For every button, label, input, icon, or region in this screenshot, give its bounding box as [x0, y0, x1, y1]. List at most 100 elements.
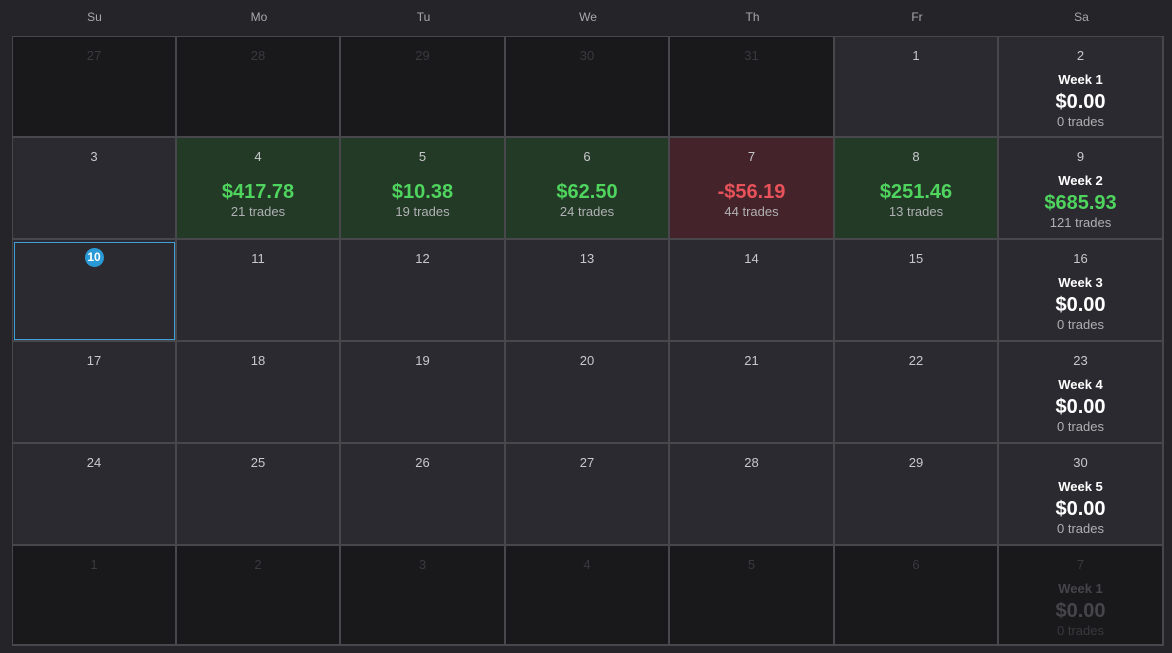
day-number: 22	[908, 353, 924, 368]
calendar-day-cell-outside-month[interactable]: 2	[177, 546, 341, 646]
calendar-day-cell[interactable]: 12	[341, 240, 506, 342]
day-number: 28	[744, 455, 759, 470]
day-number: 31	[744, 48, 759, 63]
day-number: 12	[415, 251, 430, 266]
calendar-day-cell[interactable]: 30 Week 5 $0.00 0 trades	[999, 444, 1164, 546]
calendar-day-cell[interactable]: 5 $10.38 19 trades	[341, 138, 506, 240]
calendar-day-cell[interactable]: 6 $62.50 24 trades	[506, 138, 670, 240]
day-number: 20	[579, 353, 595, 368]
day-number: 2	[1076, 48, 1085, 63]
day-trade-count: 44 trades	[724, 204, 779, 219]
day-number: 7	[1076, 557, 1085, 572]
calendar-day-cell-outside-month[interactable]: 6	[835, 546, 999, 646]
day-number: 26	[415, 455, 430, 470]
week-summary-trade-count: 0 trades	[1057, 317, 1104, 332]
day-number: 4	[254, 149, 262, 164]
calendar-day-cell[interactable]: 11	[177, 240, 341, 342]
weekday-header-tu: Tu	[416, 10, 431, 24]
calendar-day-cell[interactable]: 4 $417.78 21 trades	[177, 138, 341, 240]
day-number: 16	[1073, 251, 1088, 266]
calendar-day-cell[interactable]: 27	[506, 444, 670, 546]
day-number: 18	[250, 353, 266, 368]
calendar-grid: 27 28 29 30 31 1 2 Week 1 $0.00 0 trades 3 4 $417.78…	[12, 36, 1164, 646]
day-number: 30	[1073, 455, 1088, 470]
calendar-day-cell[interactable]: 1	[835, 36, 999, 138]
day-number: 27	[579, 455, 595, 470]
calendar-day-cell[interactable]: 26	[341, 444, 506, 546]
weekday-header-mo: Mo	[250, 10, 268, 24]
calendar-day-cell[interactable]: 3	[12, 138, 177, 240]
day-number: 3	[90, 149, 98, 164]
week-summary-total: $685.93	[1044, 192, 1117, 214]
day-number: 13	[579, 251, 595, 266]
week-summary-label: Week 4	[1058, 377, 1103, 392]
calendar-day-cell[interactable]: 17	[12, 342, 177, 444]
calendar-day-cell[interactable]: 21	[670, 342, 835, 444]
weekday-header-th: Th	[745, 10, 760, 24]
week-summary-total: $0.00	[1055, 294, 1106, 316]
calendar-day-cell[interactable]: 23 Week 4 $0.00 0 trades	[999, 342, 1164, 444]
week-summary-total: $0.00	[1055, 600, 1106, 622]
day-trade-count: 19 trades	[395, 204, 450, 219]
day-number: 7	[747, 149, 756, 164]
calendar-day-cell-outside-month[interactable]: 4	[506, 546, 670, 646]
calendar-day-cell-outside-month[interactable]: 27	[12, 36, 177, 138]
day-number: 11	[251, 251, 265, 266]
day-number: 6	[583, 149, 591, 164]
calendar-day-cell[interactable]: 15	[835, 240, 999, 342]
week-summary-trade-count: 0 trades	[1057, 114, 1104, 129]
week-summary-trade-count: 121 trades	[1049, 215, 1112, 230]
calendar-day-cell-outside-month[interactable]: 30	[506, 36, 670, 138]
calendar-day-cell[interactable]: 20	[506, 342, 670, 444]
day-pnl: -$56.19	[717, 181, 786, 203]
calendar-day-cell[interactable]: 13	[506, 240, 670, 342]
week-summary-label: Week 5	[1058, 479, 1103, 494]
calendar-day-cell[interactable]: 24	[12, 444, 177, 546]
calendar-day-cell-outside-month[interactable]: 3	[341, 546, 506, 646]
calendar-day-cell-outside-month[interactable]: 29	[341, 36, 506, 138]
week-summary-total: $0.00	[1055, 396, 1106, 418]
weekday-header-sa: Sa	[1074, 10, 1089, 24]
calendar-day-cell-outside-month[interactable]: 31	[670, 36, 835, 138]
calendar-day-cell[interactable]: 29	[835, 444, 999, 546]
calendar-day-cell-outside-month[interactable]: 28	[177, 36, 341, 138]
weekday-header-su: Su	[87, 10, 102, 24]
day-number: 24	[86, 455, 102, 470]
day-number: 28	[250, 48, 266, 63]
day-pnl: $10.38	[391, 181, 454, 203]
day-number: 6	[912, 557, 920, 572]
day-number: 1	[90, 557, 98, 572]
day-number: 5	[747, 557, 756, 572]
calendar-day-cell[interactable]: 19	[341, 342, 506, 444]
day-number: 30	[579, 48, 595, 63]
calendar-day-cell[interactable]: 16 Week 3 $0.00 0 trades	[999, 240, 1164, 342]
day-number: 15	[908, 251, 924, 266]
day-number: 1	[912, 48, 920, 63]
calendar-day-cell[interactable]: 9 Week 2 $685.93 121 trades	[999, 138, 1164, 240]
calendar-day-cell-outside-month[interactable]: 1	[12, 546, 177, 646]
calendar-day-cell[interactable]: 2 Week 1 $0.00 0 trades	[999, 36, 1164, 138]
week-summary-label: Week 3	[1058, 275, 1103, 290]
day-number: 19	[415, 353, 430, 368]
weekday-header-fr: Fr	[911, 10, 923, 24]
day-number: 29	[908, 455, 924, 470]
week-summary-trade-count: 0 trades	[1057, 521, 1104, 536]
day-number: 3	[418, 557, 427, 572]
week-summary-label: Week 1	[1058, 72, 1103, 87]
today-day-badge: 10	[84, 248, 104, 267]
calendar-day-cell[interactable]: 7 -$56.19 44 trades	[670, 138, 835, 240]
calendar-day-cell-outside-month[interactable]: 5	[670, 546, 835, 646]
calendar-day-cell[interactable]: 25	[177, 444, 341, 546]
calendar-day-cell[interactable]: 8 $251.46 13 trades	[835, 138, 999, 240]
week-summary-label: Week 1	[1058, 581, 1103, 596]
calendar-day-cell[interactable]: 14	[670, 240, 835, 342]
calendar-day-cell[interactable]: 28	[670, 444, 835, 546]
calendar-day-cell[interactable]: 18	[177, 342, 341, 444]
calendar-day-cell[interactable]: 22	[835, 342, 999, 444]
calendar-day-cell[interactable]: 10	[12, 240, 177, 342]
week-summary-trade-count: 0 trades	[1057, 419, 1104, 434]
calendar-day-cell-outside-month[interactable]: 7 Week 1 $0.00 0 trades	[999, 546, 1164, 646]
weekday-header-row: Su Mo Tu We Th Fr Sa	[12, 0, 1164, 36]
day-number: 9	[1076, 149, 1085, 164]
day-pnl: $417.78	[221, 181, 295, 203]
